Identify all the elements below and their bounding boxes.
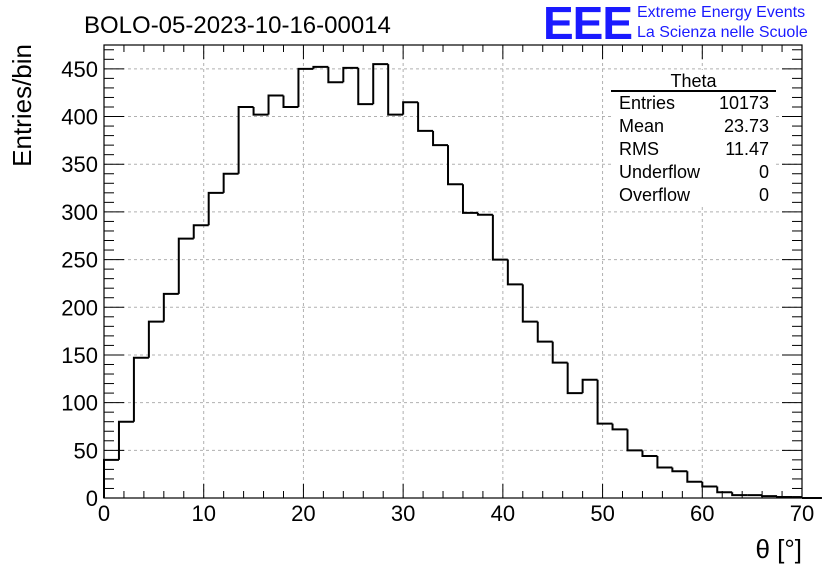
histogram-bin: [132, 356, 149, 422]
histogram-bin: [611, 423, 628, 431]
stats-title: Theta: [670, 71, 717, 91]
x-tick-label: 20: [291, 501, 315, 526]
x-tick-label: 40: [491, 501, 515, 526]
stats-divider: [611, 90, 776, 92]
x-tick-label: 70: [790, 501, 814, 526]
axes: [103, 44, 803, 499]
x-tick-label: 30: [391, 501, 415, 526]
histogram-bin: [671, 467, 688, 473]
stats-box: Theta Entries 10173 Mean 23.73 RMS 11.47…: [611, 70, 776, 206]
histogram-bin: [147, 320, 164, 358]
histogram-bin: [387, 64, 404, 116]
stats-row-mean: Mean 23.73: [619, 115, 769, 138]
histogram-bin: [536, 321, 553, 343]
histogram-bin: [372, 63, 389, 105]
x-axis-label: θ [°]: [755, 534, 802, 564]
histogram-bin: [461, 184, 478, 214]
y-tick-label: 350: [61, 152, 98, 177]
stats-label: Underflow: [619, 162, 701, 182]
stats-value: 23.73: [723, 116, 769, 136]
x-tick-label: 50: [590, 501, 614, 526]
stats-row-underflow: Underflow 0: [619, 161, 769, 184]
histogram-bin: [566, 362, 583, 395]
histogram-bin: [357, 67, 374, 106]
histogram-bin: [432, 130, 449, 147]
histogram-bin: [267, 94, 284, 115]
stats-value: 10173: [718, 93, 769, 113]
x-tick-label: 10: [191, 501, 215, 526]
histogram-bin: [222, 172, 239, 193]
histogram-bin: [701, 481, 718, 488]
histogram-bin: [327, 66, 344, 84]
histogram-bin: [447, 145, 463, 186]
histogram-bin: [207, 191, 224, 226]
stats-label: Entries: [619, 93, 676, 113]
y-tick-label: 300: [61, 200, 98, 225]
histogram-bin: [312, 65, 329, 69]
y-tick-label: 150: [61, 343, 98, 368]
y-tick-label: 100: [61, 391, 98, 416]
histogram-bin: [626, 429, 643, 452]
stats-row-rms: RMS 11.47: [619, 138, 769, 161]
histogram-bin: [731, 492, 748, 497]
y-tick-label: 50: [74, 438, 98, 463]
histogram-bin: [686, 471, 703, 483]
histogram-bin: [342, 66, 359, 83]
y-tick-label: 250: [61, 248, 98, 273]
y-tick-label: 400: [61, 105, 98, 130]
histogram-bin: [641, 450, 658, 458]
logo-line-2: La Scienza nelle Scuole: [637, 24, 808, 41]
stats-label: Overflow: [619, 185, 691, 205]
histogram-bin: [417, 102, 434, 132]
stats-row-entries: Entries 10173: [619, 92, 769, 115]
tick-labels: 0 10 20 30 40 50 60 70 0 50 100 150 200 250 300 350 400 4…: [61, 57, 814, 526]
histogram-bin: [596, 379, 613, 425]
chart-title: BOLO-05-2023-10-16-00014: [84, 12, 391, 39]
y-tick-label: 200: [61, 295, 98, 320]
histogram-bin: [551, 341, 568, 364]
histogram-bin: [177, 237, 194, 294]
histogram-bin: [192, 224, 209, 239]
histogram-bin: [716, 486, 733, 494]
histogram-bin: [581, 378, 598, 394]
histogram-bin: [761, 495, 778, 498]
histogram-bin: [237, 105, 254, 174]
y-tick-label: 0: [86, 486, 98, 511]
histogram-bin: [282, 95, 299, 108]
grid-lines: [104, 45, 802, 498]
stats-row-overflow: Overflow 0: [619, 184, 769, 207]
y-axis-label: Entries/bin: [7, 44, 37, 167]
stats-label: RMS: [619, 139, 659, 159]
histogram-bin: [297, 67, 314, 107]
histogram-bin: [162, 292, 179, 322]
x-tick-label: 0: [98, 501, 110, 526]
histogram-bin: [117, 420, 134, 460]
histogram-bin: [521, 284, 538, 323]
histogram-bin: [252, 106, 269, 116]
histogram-bin: [656, 456, 673, 469]
histogram-bin: [476, 212, 493, 216]
histogram-bins: [103, 63, 822, 499]
histogram-bin: [506, 259, 523, 286]
histogram-bin: [402, 101, 419, 115]
y-tick-label: 450: [61, 57, 98, 82]
x-tick-label: 60: [690, 501, 714, 526]
stats-value: 0: [758, 185, 769, 205]
plot-frame: [103, 44, 803, 499]
eee-logo-letters: EEE: [543, 0, 633, 49]
histogram-bin: [776, 496, 793, 499]
stats-value: 0: [758, 162, 769, 182]
stats-label: Mean: [619, 116, 665, 136]
histogram-bin: [491, 214, 508, 261]
stats-value: 11.47: [725, 139, 769, 159]
logo-line-1: Extreme Energy Events: [637, 4, 806, 21]
